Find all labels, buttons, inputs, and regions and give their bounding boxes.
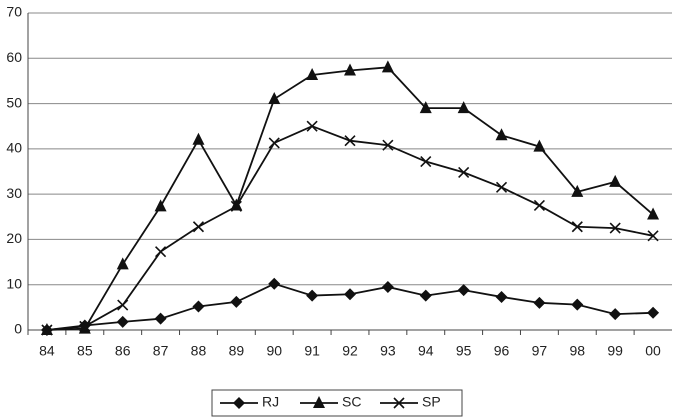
legend-marker <box>393 397 405 409</box>
x-tick-label: 99 <box>607 343 623 359</box>
y-tick-label: 0 <box>14 321 22 337</box>
marker <box>192 300 205 313</box>
x-tick-label: 94 <box>418 343 434 359</box>
marker <box>420 155 432 168</box>
marker <box>609 308 622 321</box>
y-tick-label: 10 <box>6 275 22 291</box>
marker <box>609 222 621 234</box>
legend-marker <box>233 397 245 409</box>
legend-label: SP <box>422 394 441 410</box>
marker <box>382 139 394 151</box>
y-tick-label: 50 <box>6 94 22 110</box>
y-tick-label: 70 <box>6 4 22 20</box>
marker <box>268 277 281 290</box>
marker <box>571 184 584 197</box>
marker <box>647 306 660 319</box>
marker <box>571 221 583 233</box>
x-tick-label: 93 <box>380 343 396 359</box>
marker <box>381 60 394 73</box>
marker <box>533 296 546 309</box>
marker <box>116 257 129 270</box>
marker <box>533 139 546 152</box>
marker <box>41 324 53 336</box>
marker <box>306 120 318 132</box>
x-tick-label: 90 <box>266 343 282 359</box>
marker <box>154 199 167 212</box>
marker <box>306 68 319 81</box>
marker <box>268 92 281 105</box>
marker <box>155 246 167 258</box>
marker <box>79 320 91 332</box>
marker <box>495 290 508 303</box>
marker <box>609 174 622 187</box>
marker <box>571 298 584 311</box>
marker <box>154 312 167 325</box>
y-tick-label: 40 <box>6 140 22 156</box>
marker <box>495 128 508 141</box>
marker <box>419 101 432 114</box>
y-tick-label: 30 <box>6 185 22 201</box>
x-tick-label: 84 <box>39 343 55 359</box>
marker <box>117 299 129 311</box>
marker <box>344 135 356 147</box>
legend-label: RJ <box>262 394 279 410</box>
marker <box>230 295 243 308</box>
x-tick-label: 96 <box>494 343 510 359</box>
x-tick-label: 00 <box>645 343 661 359</box>
x-tick-label: 97 <box>532 343 548 359</box>
marker <box>192 132 205 145</box>
x-tick-label: 88 <box>191 343 207 359</box>
x-tick-label: 89 <box>229 343 245 359</box>
marker <box>78 321 91 334</box>
x-tick-label: 95 <box>456 343 472 359</box>
marker <box>458 166 470 178</box>
legend-label: SC <box>342 394 361 410</box>
y-tick-label: 60 <box>6 49 22 65</box>
legend-box <box>211 389 463 417</box>
x-tick-label: 92 <box>342 343 358 359</box>
marker <box>230 200 242 212</box>
marker <box>457 284 470 297</box>
marker <box>192 221 205 233</box>
legend-marker <box>313 396 325 408</box>
marker <box>344 63 356 76</box>
x-tick-label: 98 <box>570 343 586 359</box>
marker <box>116 315 129 328</box>
marker <box>647 207 660 220</box>
y-tick-label: 20 <box>6 230 22 246</box>
x-tick-label: 86 <box>115 343 131 359</box>
marker <box>647 230 659 242</box>
x-tick-label: 87 <box>153 343 169 359</box>
marker <box>268 137 280 149</box>
marker <box>495 181 508 193</box>
marker <box>419 289 432 302</box>
marker <box>306 289 319 302</box>
marker <box>381 280 394 293</box>
marker <box>457 101 470 114</box>
x-tick-label: 91 <box>304 343 320 359</box>
marker <box>344 288 356 301</box>
x-tick-label: 85 <box>77 343 93 359</box>
marker <box>533 199 545 212</box>
